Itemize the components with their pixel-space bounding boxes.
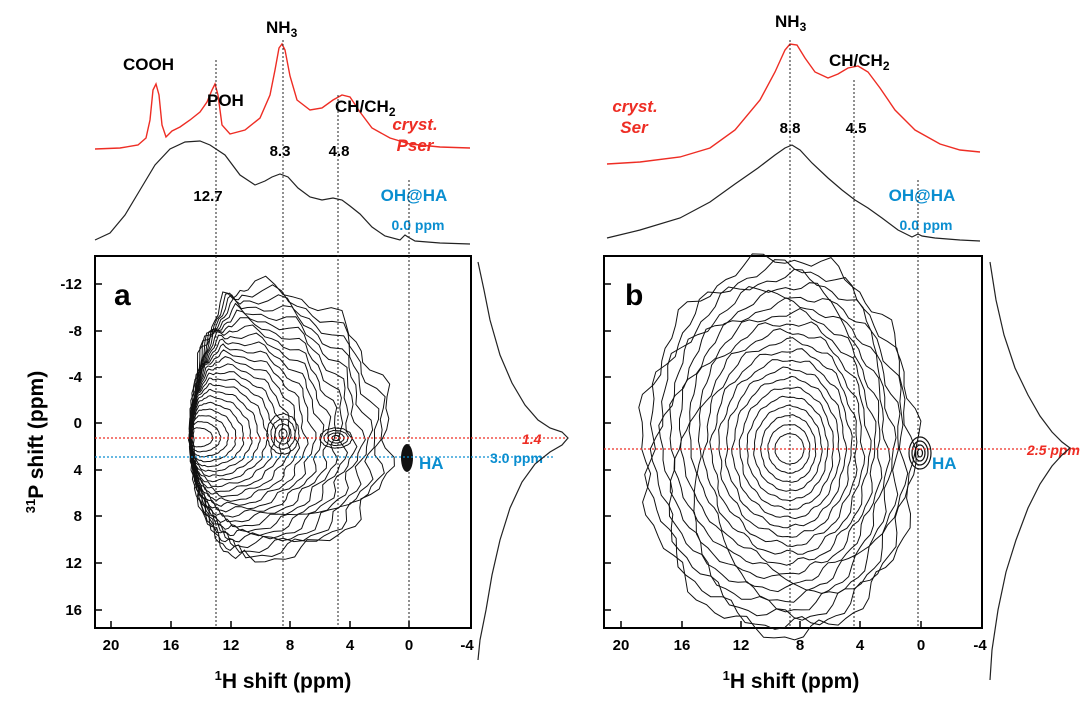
panel-b-x-tick-0: 20 [613, 637, 630, 654]
contour-b-7 [731, 375, 841, 520]
panel-a-y-axis-title: 31P shift (ppm) [23, 371, 48, 513]
contour-a-18 [188, 317, 349, 533]
contour-b-8 [724, 366, 848, 529]
contour-a-20 [189, 302, 366, 543]
contour-a-nh3-4 [266, 412, 300, 455]
contour-b-16 [669, 289, 897, 603]
contour-b-5 [746, 395, 829, 502]
contour-b-9 [718, 359, 853, 538]
contour-b-4 [753, 404, 823, 492]
x-tick-6: -4 [460, 637, 474, 654]
shift-label-2: 4.8 [329, 143, 350, 160]
panel-a-y-ticks: -12 -8 -4 0 4 8 12 16 [60, 276, 102, 619]
panel-b-projection-trace [606, 144, 981, 242]
x-tick-5: 0 [405, 637, 413, 654]
panel-b-31p-projection [989, 261, 1071, 681]
panel-a-31p-projection [477, 261, 569, 661]
panel-a-label: a [114, 279, 131, 312]
contour-a-8 [189, 383, 269, 483]
contour-a-19 [188, 309, 358, 537]
panel-b-peak-label-nh3: NH3 [775, 12, 807, 34]
panel-a-cryst-line1: cryst. [392, 115, 437, 134]
panel-b-cryst-line1: cryst. [612, 97, 657, 116]
contour-a-7 [188, 388, 261, 478]
peak-label-nh3: NH3 [266, 18, 298, 40]
panel-b-shift-label-1: 4.5 [846, 120, 867, 137]
panel-b: NH3 CH/CH2 cryst. Ser 8.8 4.5 OH@HA 0.0 … [603, 12, 1080, 693]
panel-b-crystal-trace [606, 43, 981, 165]
panel-b-cryst-line2: Ser [620, 118, 649, 137]
y-tick-1: -8 [69, 323, 82, 340]
panel-a-oh-label: OH@HA [381, 186, 448, 205]
panel-b-x-axis-title: 1H shift (ppm) [723, 668, 860, 693]
peak-label-ch-ch2: CH/CH2 [335, 97, 396, 119]
contour-b-1 [774, 433, 805, 465]
x-tick-1: 16 [163, 637, 180, 654]
y-tick-7: 16 [65, 602, 82, 619]
shift-label-1: 8.3 [270, 143, 291, 160]
contour-b-19 [644, 259, 917, 630]
panel-a-red-line-label: 1.4 [522, 431, 542, 447]
panel-b-y-ticks [604, 283, 611, 611]
panel-b-x-tick-4: 4 [856, 637, 865, 654]
x-tick-2: 12 [223, 637, 240, 654]
panel-b-label: b [625, 279, 643, 312]
y-tick-5: 8 [74, 508, 82, 525]
contour-a-22 [189, 294, 380, 554]
panel-a-crystal-trace [94, 42, 471, 150]
panel-b-red-line-label: 2.5 ppm [1026, 442, 1080, 458]
panel-a-ha-peak [401, 444, 413, 472]
y-tick-0: -12 [60, 276, 82, 293]
peak-label-poh: POH [207, 91, 244, 110]
peak-label-cooh: COOH [123, 55, 174, 74]
contour-b-13 [688, 321, 877, 575]
panel-b-x-tick-6: -4 [973, 637, 987, 654]
panel-b-x-tick-3: 8 [796, 637, 804, 654]
contour-a-nh3-3 [270, 418, 296, 450]
panel-b-oh-label: OH@HA [889, 186, 956, 205]
x-tick-4: 4 [346, 637, 355, 654]
y-tick-4: 4 [74, 462, 83, 479]
panel-b-ha-label: HA [932, 454, 957, 473]
panel-a-cryst-line2: Pser [397, 136, 435, 155]
panel-b-x-tick-1: 16 [674, 637, 691, 654]
panel-a-contours [187, 275, 395, 563]
contour-a-nh3-2 [274, 423, 292, 445]
contour-b-17 [658, 282, 901, 613]
contour-b-12 [696, 328, 872, 566]
panel-b-x-ticks: 20 16 12 8 4 0 -4 [613, 621, 987, 654]
contour-b-18 [649, 268, 909, 621]
contour-a-24 [187, 275, 395, 563]
panel-a-oh-shift: 0.0 ppm [392, 217, 445, 233]
panel-b-ha-peak [908, 436, 932, 470]
panel-a: COOH POH NH3 CH/CH2 cryst. Pser 12.7 8.3… [23, 18, 569, 693]
x-tick-3: 8 [286, 637, 294, 654]
panel-b-contours [638, 253, 922, 641]
panel-a-ha-label: HA [419, 454, 444, 473]
panel-b-peak-label-ch-ch2: CH/CH2 [829, 51, 890, 73]
panel-a-x-axis-title: 1H shift (ppm) [215, 668, 352, 693]
panel-a-blue-line-label: 3.0 ppm [490, 450, 543, 466]
panel-a-projection-trace [94, 140, 471, 245]
contour-b-10 [709, 348, 858, 548]
panel-b-x-tick-2: 12 [733, 637, 750, 654]
panel-b-plot-frame [603, 255, 983, 629]
panel-a-x-ticks: 20 16 12 8 4 0 -4 [103, 621, 474, 654]
x-tick-0: 20 [103, 637, 120, 654]
shift-label-0: 12.7 [193, 188, 222, 205]
y-tick-2: -4 [69, 369, 83, 386]
contour-a-23 [188, 284, 386, 559]
panel-b-x-tick-5: 0 [917, 637, 925, 654]
panel-b-oh-shift: 0.0 ppm [900, 217, 953, 233]
y-tick-6: 12 [65, 555, 82, 572]
y-tick-3: 0 [74, 415, 82, 432]
